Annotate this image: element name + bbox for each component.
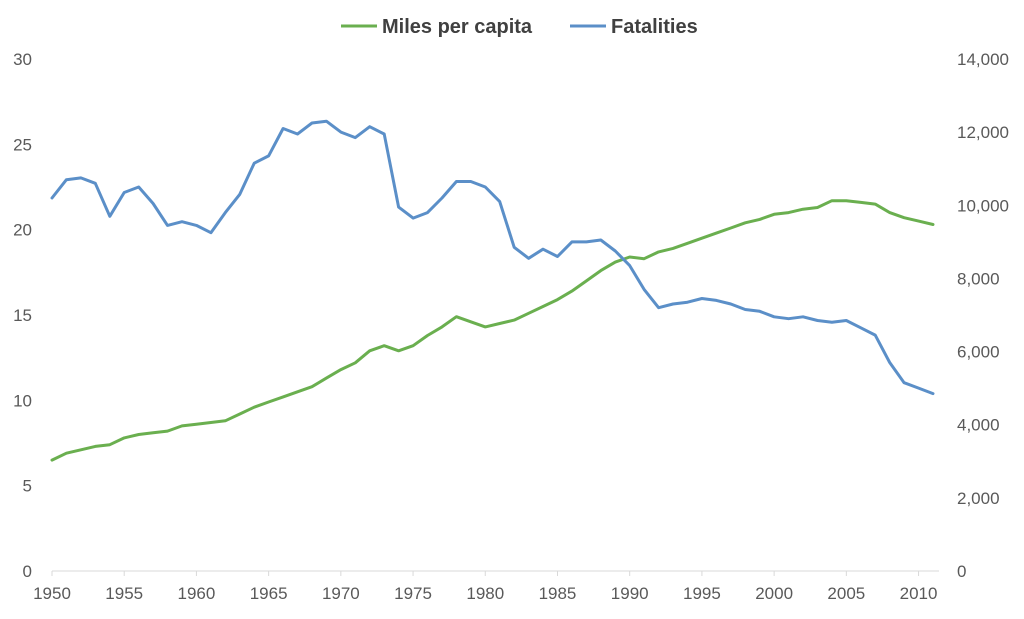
y-left-tick-label: 15 [13,306,32,325]
y-left-tick-label: 10 [13,391,32,410]
series-line-miles-per-capita [50,199,935,462]
y-right-tick-label: 4,000 [957,416,1000,435]
x-tick-label: 2000 [755,584,793,603]
x-tick-label: 2005 [827,584,865,603]
legend: Miles per capita Fatalities [341,16,698,38]
x-tick-label: 1995 [683,584,721,603]
y-right-tick-label: 0 [957,562,966,581]
y-right-tick-label: 12,000 [957,123,1009,142]
y-right-tick-label: 10,000 [957,196,1009,215]
y-left-tick-label: 5 [23,477,32,496]
x-tick-label: 1975 [394,584,432,603]
series-layer [50,119,935,462]
y-left-tick-label: 30 [13,50,32,69]
x-tick-label: 1950 [33,584,71,603]
y-left-tick-label: 20 [13,221,32,240]
y-left-tick-label: 25 [13,135,32,154]
legend-label-miles-per-capita: Miles per capita [382,16,533,38]
axes: 1950 1955 1960 1965 1970 1975 1980 1985 1990 1995… [13,50,1009,603]
y-right-tick-label: 14,000 [957,50,1009,69]
x-tick-label: 1965 [250,584,288,603]
x-tick-label: 2010 [900,584,938,603]
legend-label-fatalities: Fatalities [611,16,698,38]
x-tick-label: 1990 [611,584,649,603]
x-tick-label: 1960 [178,584,216,603]
y-right-tick-label: 6,000 [957,343,1000,362]
x-tick-label: 1980 [466,584,504,603]
y-right-tick-label: 8,000 [957,269,1000,288]
x-tick-label: 1970 [322,584,360,603]
y-left-tick-label: 0 [23,562,32,581]
series-line-fatalities [50,119,935,396]
y-right-tick-label: 2,000 [957,489,1000,508]
x-tick-label: 1985 [539,584,577,603]
x-tick-label: 1955 [105,584,143,603]
